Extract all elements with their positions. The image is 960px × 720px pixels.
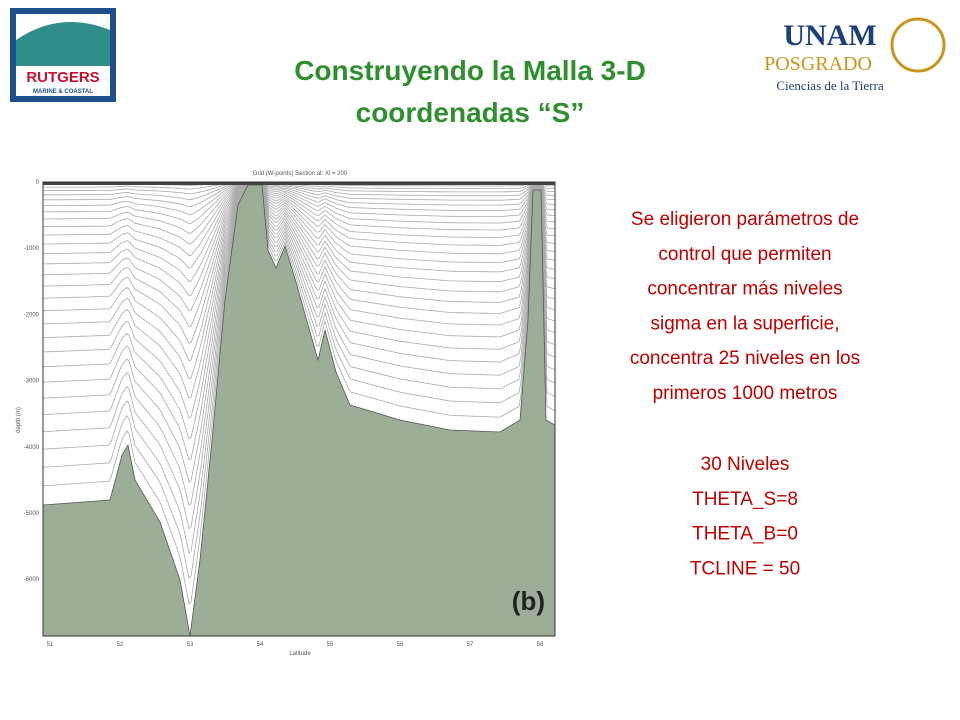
logo-text: RUTGERS (26, 69, 99, 86)
surface-band (43, 182, 555, 185)
sigma-level (43, 182, 556, 245)
text-block: Se eligieron parámetros de control que pe… (630, 209, 860, 579)
x-tick-label: 57 (467, 642, 474, 648)
y-tick-label: -3000 (24, 379, 40, 385)
sigma-level (43, 181, 556, 234)
logo-wave (16, 14, 110, 40)
sigma-level (42, 182, 556, 362)
sigma-level (43, 181, 556, 201)
sigma-level (43, 182, 556, 257)
sigma-level (42, 184, 556, 605)
y-tick-label: 0 (36, 180, 40, 186)
rutgers-logo: RUTGERS MARINE & COASTAL (10, 8, 116, 102)
x-tick-label: 53 (187, 642, 194, 648)
sigma-level (43, 182, 556, 282)
x-tick-label: 55 (327, 642, 334, 648)
parameter-line: THETA_B=0 (692, 524, 798, 545)
title: coordenadas “S” (356, 97, 585, 128)
panel-label: (b) (512, 586, 545, 616)
sigma-level (43, 181, 556, 216)
logo-text: UNAM (783, 19, 876, 52)
sigma-level (42, 183, 556, 461)
sigma-level (42, 183, 556, 530)
logo-text: Ciencias de la Tierra (776, 78, 883, 93)
logo-text: POSGRADO (764, 53, 872, 75)
x-tick-label: 56 (397, 642, 404, 648)
sigma-level (42, 183, 556, 506)
parameter-line: 30 Niveles (701, 454, 790, 475)
parameter-line: TCLINE = 50 (690, 558, 800, 579)
x-tick-label: 54 (257, 642, 264, 648)
sigma-level (43, 182, 556, 297)
paragraph-line: primeros 1000 metros (653, 383, 838, 404)
paragraph-line: concentra 25 niveles en los (630, 348, 860, 369)
x-axis-label: Latitude (289, 651, 311, 657)
sigma-level (42, 182, 556, 312)
sigma-level (42, 183, 556, 399)
paragraph-line: control que permiten (658, 244, 831, 265)
y-tick-label: -1000 (24, 246, 40, 252)
figure: Grid (W-points) Section at: Xi = 200 Lat… (10, 162, 562, 658)
sigma-level (42, 183, 556, 419)
plot-border (42, 181, 556, 637)
x-tick-label: 58 (537, 642, 544, 648)
sigma-level (42, 182, 556, 344)
sigma-level (42, 182, 556, 269)
y-axis-label: depth (m) (16, 407, 22, 433)
x-tick-label: 52 (117, 642, 124, 648)
sigma-level (42, 182, 556, 328)
paragraph-line: concentrar más niveles (647, 279, 842, 300)
title: Construyendo la Malla 3-D (294, 55, 646, 86)
y-tick-label: -5000 (24, 511, 40, 517)
unam-logo: UNAM POSGRADO Ciencias de la Tierra (764, 17, 946, 93)
y-tick-label: -6000 (24, 577, 40, 583)
sigma-level (42, 184, 556, 579)
logo-band (16, 66, 110, 96)
logo-subtext: MARINE & COASTAL (33, 89, 93, 95)
paragraph-line: sigma en la superficie, (650, 313, 839, 334)
sigma-level (42, 182, 556, 380)
x-tick-label: 51 (47, 642, 54, 648)
sigma-level (43, 181, 556, 208)
seafloor (42, 184, 556, 637)
sigma-level (42, 183, 556, 483)
y-tick-label: -4000 (24, 445, 40, 451)
figure-title: Grid (W-points) Section at: Xi = 200 (253, 171, 348, 177)
logo-seal (890, 17, 946, 73)
y-tick-label: -2000 (24, 312, 40, 318)
parameter-line: THETA_S=8 (692, 489, 798, 510)
sigma-level (42, 183, 556, 440)
sigma-level (43, 181, 556, 224)
sigma-level (42, 184, 556, 554)
paragraph-line: Se eligieron parámetros de (631, 209, 859, 230)
